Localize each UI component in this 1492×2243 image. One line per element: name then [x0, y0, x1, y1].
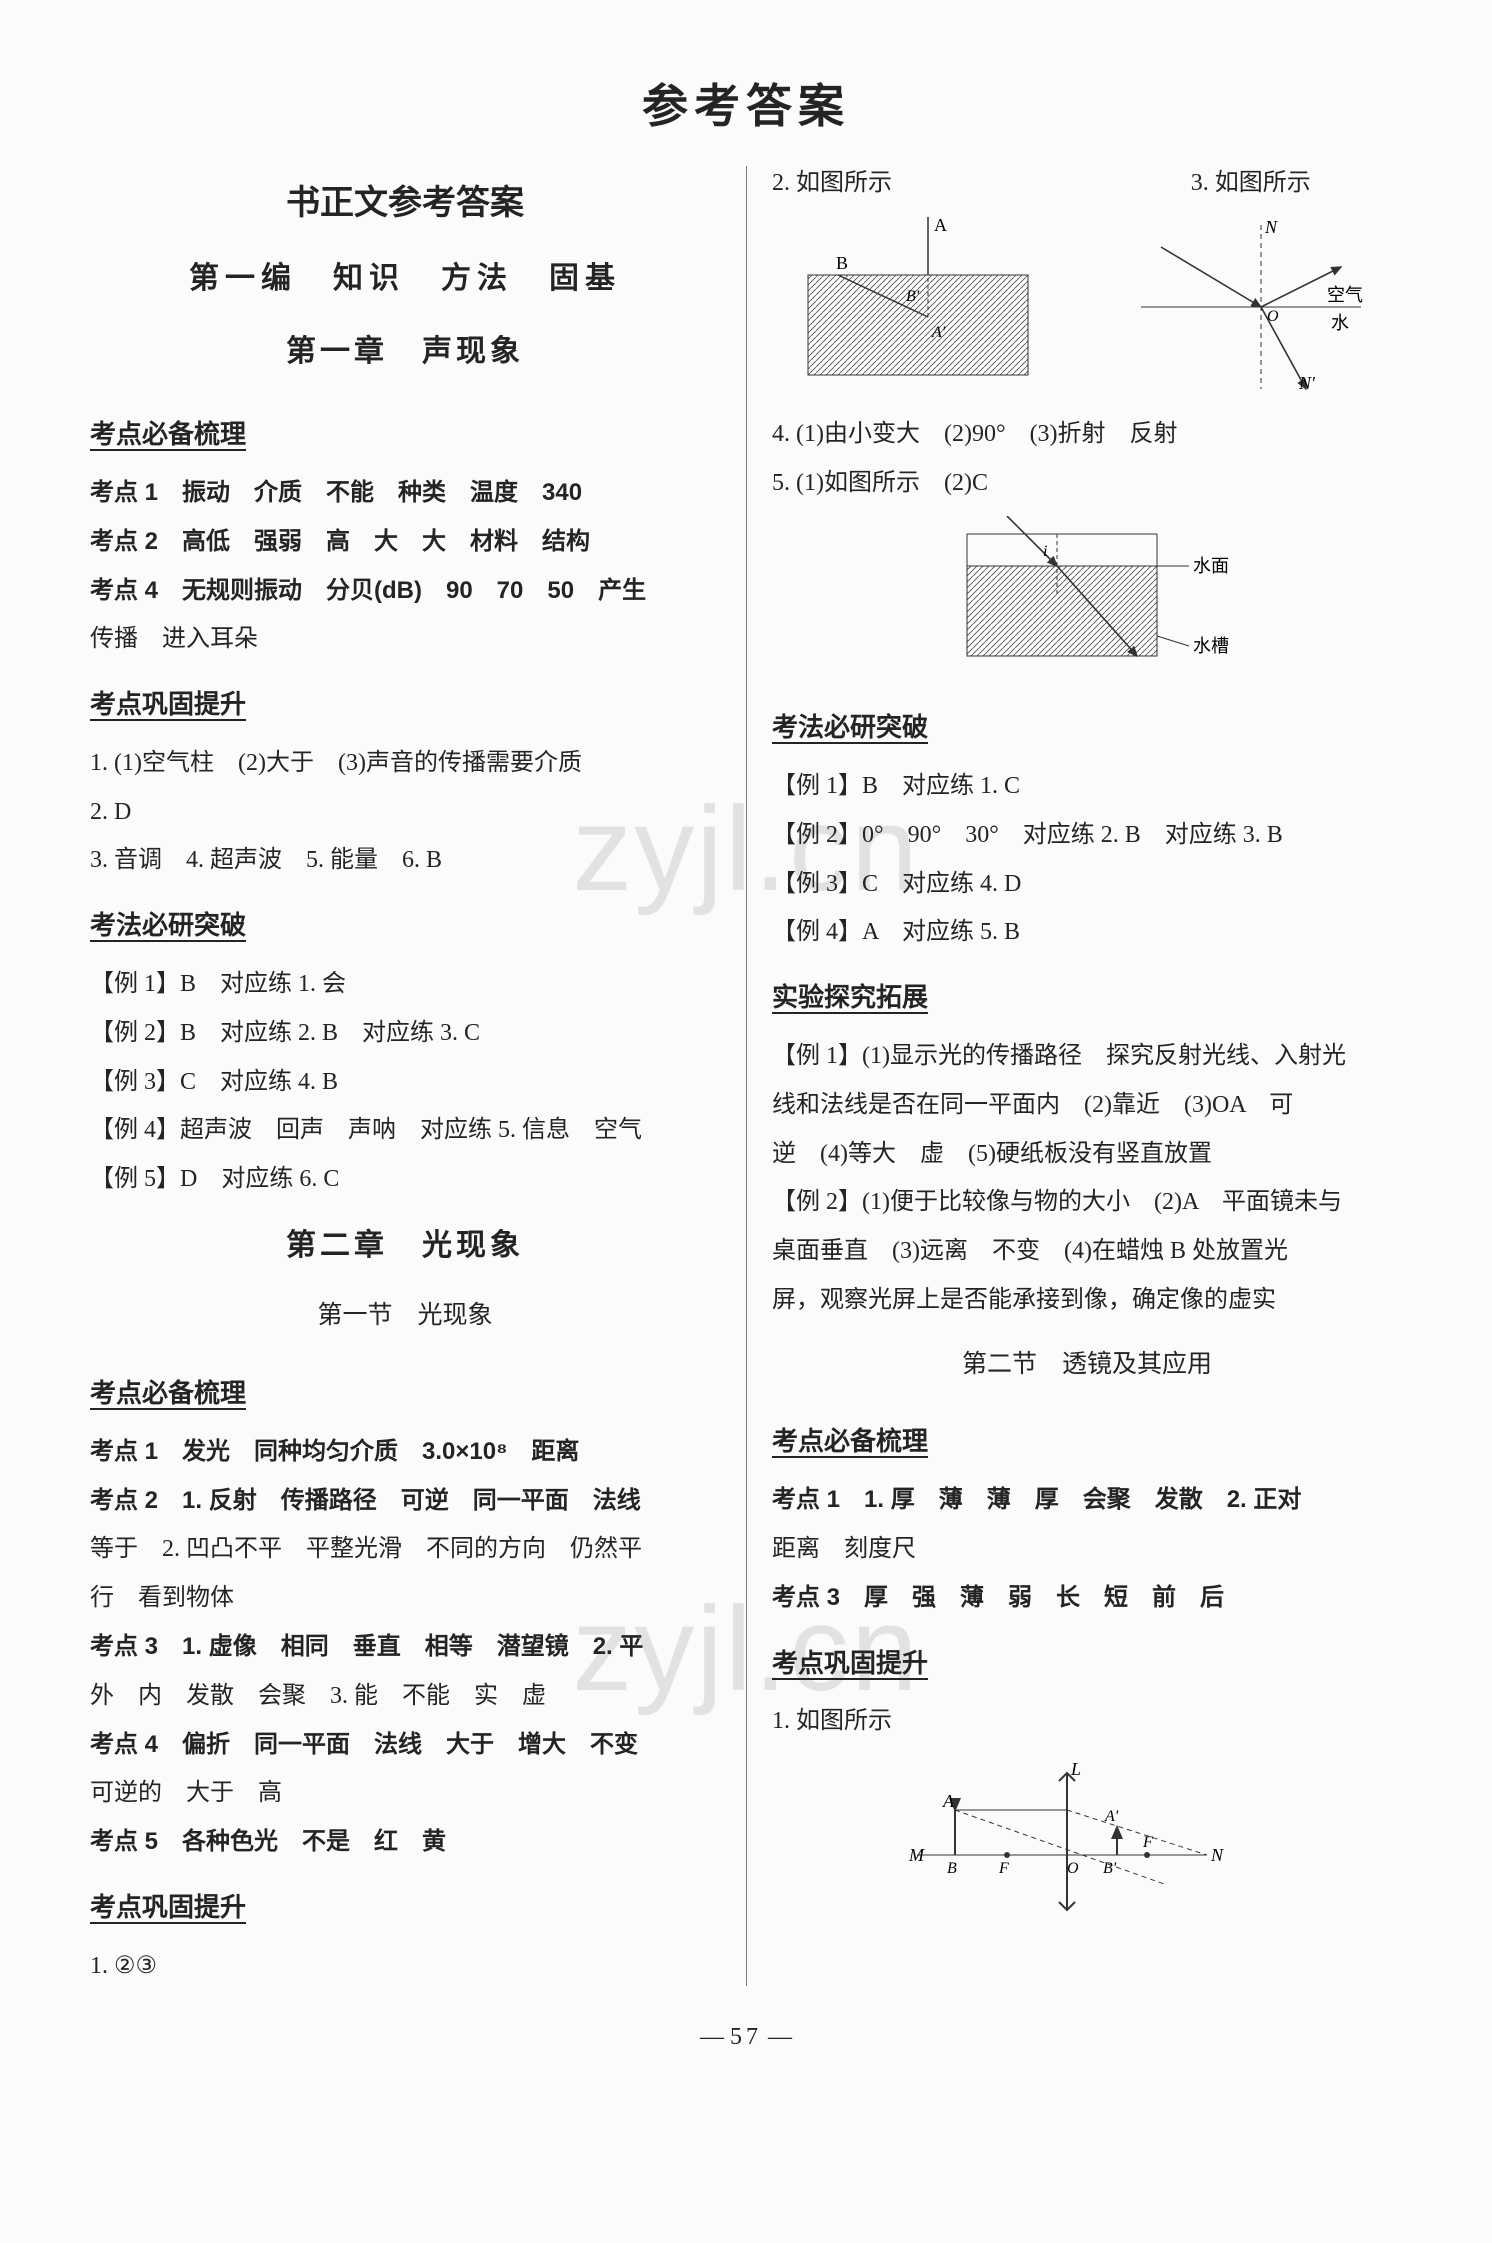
text-line: 逆 (4)等大 虚 (5)硬纸板没有竖直放置 — [772, 1131, 1402, 1178]
text-line: 行 看到物体 — [90, 1575, 720, 1622]
heading-kdgg: 考点巩固提升 — [90, 679, 246, 730]
svg-text:水: 水 — [1331, 313, 1349, 333]
text-line: 5. (1)如图所示 (2)C — [772, 460, 1402, 507]
text-line: 考点 3 1. 虚像 相同 垂直 相等 潜望镜 2. 平 — [90, 1624, 720, 1671]
svg-text:空气: 空气 — [1327, 285, 1363, 305]
text-line: 屏，观察光屏上是否能承接到像，确定像的虚实 — [772, 1277, 1402, 1324]
text-line: 【例 1】(1)显示光的传播路径 探究反射光线、入射光 — [772, 1033, 1402, 1080]
text-line: 【例 1】B 对应练 1. C — [772, 763, 1402, 810]
text-line: 考点 1 振动 介质 不能 种类 温度 340 — [90, 470, 720, 517]
text-line: 考点 5 各种色光 不是 红 黄 — [90, 1819, 720, 1866]
text-line: 考点 4 偏折 同一平面 法线 大于 增大 不变 — [90, 1722, 720, 1769]
section-title: 第一节 光现象 — [90, 1291, 720, 1340]
svg-text:N: N — [1264, 217, 1278, 237]
text-line: 1. 如图所示 — [772, 1698, 1402, 1745]
svg-text:水面: 水面 — [1193, 556, 1229, 576]
left-column: 书正文参考答案 第一编 知识 方法 固基 第一章 声现象 考点必备梳理 考点 1… — [80, 160, 746, 1992]
heading-kdgg: 考点巩固提升 — [90, 1882, 246, 1933]
text-line: 桌面垂直 (3)远离 不变 (4)在蜡烛 B 处放置光 — [772, 1228, 1402, 1275]
figure-refraction-rays: N O 空气 水 N' — [1100, 217, 1402, 397]
svg-text:O: O — [1267, 308, 1279, 325]
text-line: 考点 3 厚 强 薄 弱 长 短 前 后 — [772, 1575, 1402, 1622]
page: 参考答案 zyjl.cn zyjl.cn 书正文参考答案 第一编 知识 方法 固… — [0, 0, 1492, 2243]
text-line: 传播 进入耳朵 — [90, 616, 720, 663]
svg-text:F: F — [998, 1860, 1009, 1877]
text-line: 考点 1 1. 厚 薄 薄 厚 会聚 发散 2. 正对 — [772, 1477, 1402, 1524]
page-footer: — 57 — — [80, 2024, 1412, 2051]
chapter-title: 第一章 声现象 — [90, 323, 720, 382]
svg-text:B: B — [836, 253, 848, 273]
text-line: 4. (1)由小变大 (2)90° (3)折射 反射 — [772, 411, 1402, 458]
heading-kfby: 考法必研突破 — [90, 900, 246, 951]
svg-text:N: N — [1210, 1845, 1224, 1865]
heading-syt: 实验探究拓展 — [772, 972, 928, 1023]
svg-text:O: O — [1067, 1860, 1079, 1877]
text-line: 考点 2 高低 强弱 高 大 大 材料 结构 — [90, 519, 720, 566]
svg-text:A: A — [942, 1791, 955, 1811]
text-line: 2. 如图所示 — [772, 160, 1074, 207]
figure-reflection-hatched: A B B' A' — [772, 217, 1074, 387]
main-title: 参考答案 — [80, 70, 1412, 136]
text-line: 外 内 发散 会聚 3. 能 不能 实 虚 — [90, 1673, 720, 1720]
text-line: 【例 2】(1)便于比较像与物的大小 (2)A 平面镜未与 — [772, 1179, 1402, 1226]
text-line: 【例 4】超声波 回声 声呐 对应练 5. 信息 空气 — [90, 1107, 720, 1154]
text-line: 考点 2 1. 反射 传播路径 可逆 同一平面 法线 — [90, 1478, 720, 1525]
text-line: 1. (1)空气柱 (2)大于 (3)声音的传播需要介质 — [90, 740, 720, 787]
svg-text:B': B' — [906, 288, 920, 305]
text-line: 【例 1】B 对应练 1. 会 — [90, 961, 720, 1008]
svg-text:B: B — [947, 1860, 957, 1877]
text-line: 【例 3】C 对应练 4. D — [772, 861, 1402, 908]
heading-kdgg: 考点巩固提升 — [772, 1638, 928, 1689]
svg-text:水槽: 水槽 — [1193, 636, 1229, 656]
text-line: 3. 如图所示 — [1100, 160, 1402, 207]
text-line: 线和法线是否在同一平面内 (2)靠近 (3)OA 可 — [772, 1082, 1402, 1129]
heading-kdbb: 考点必备梳理 — [90, 409, 246, 460]
columns: 书正文参考答案 第一编 知识 方法 固基 第一章 声现象 考点必备梳理 考点 1… — [80, 160, 1412, 1992]
section-title: 第二节 透镜及其应用 — [772, 1340, 1402, 1389]
heading-kfby: 考法必研突破 — [772, 702, 928, 753]
text-line: 【例 2】0° 90° 30° 对应练 2. B 对应练 3. B — [772, 812, 1402, 859]
svg-text:i: i — [1043, 543, 1047, 560]
svg-text:L: L — [1070, 1759, 1081, 1779]
heading-kdbb: 考点必备梳理 — [772, 1416, 928, 1467]
text-line: 【例 5】D 对应练 6. C — [90, 1156, 720, 1203]
text-line: 1. ②③ — [90, 1943, 720, 1990]
svg-text:B': B' — [1103, 1860, 1117, 1877]
svg-text:N': N' — [1298, 373, 1316, 393]
svg-text:F: F — [1142, 1834, 1153, 1851]
text-line: 【例 3】C 对应练 4. B — [90, 1059, 720, 1106]
right-column: 2. 如图所示 A — [746, 160, 1412, 1992]
svg-text:A: A — [934, 217, 947, 235]
text-line: 3. 音调 4. 超声波 5. 能量 6. B — [90, 837, 720, 884]
text-line: 考点 4 无规则振动 分贝(dB) 90 70 50 产生 — [90, 568, 720, 615]
doc-title: 书正文参考答案 — [90, 170, 720, 236]
part-title: 第一编 知识 方法 固基 — [90, 250, 720, 309]
text-line: 等于 2. 凹凸不平 平整光滑 不同的方向 仍然平 — [90, 1526, 720, 1573]
page-number: 57 — [730, 2024, 762, 2050]
text-line: 【例 4】A 对应练 5. B — [772, 909, 1402, 956]
text-line: 2. D — [90, 789, 720, 836]
fig-row: 2. 如图所示 A — [772, 160, 1402, 409]
svg-text:A': A' — [931, 324, 946, 341]
figure-tank: i 水面 水槽 — [772, 516, 1402, 676]
chapter-title: 第二章 光现象 — [90, 1217, 720, 1276]
figure-lens: L A M B F A' B' O F N — [772, 1755, 1402, 1925]
svg-text:A': A' — [1104, 1808, 1119, 1825]
text-line: 可逆的 大于 高 — [90, 1770, 720, 1817]
svg-text:M: M — [908, 1845, 925, 1865]
text-line: 考点 1 发光 同种均匀介质 3.0×10⁸ 距离 — [90, 1429, 720, 1476]
text-line: 距离 刻度尺 — [772, 1526, 1402, 1573]
heading-kdbb: 考点必备梳理 — [90, 1368, 246, 1419]
text-line: 【例 2】B 对应练 2. B 对应练 3. C — [90, 1010, 720, 1057]
column-divider — [746, 166, 747, 1986]
